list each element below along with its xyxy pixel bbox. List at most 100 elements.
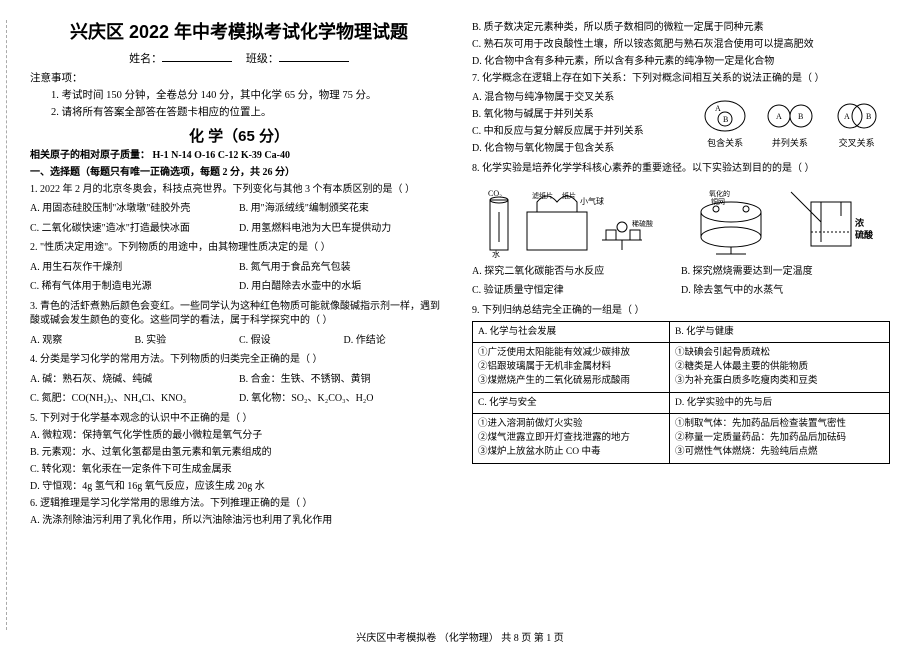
q3-b: B. 实验 [135,334,240,349]
q4-b: B. 合金：生铁、不锈钢、黄铜 [239,373,448,388]
q6-a: A. 洗涤剂除油污利用了乳化作用，所以汽油除油污也利用了乳化作用 [30,514,448,529]
student-info-line: 姓名： 班级： [30,50,448,66]
d3: ③可燃性气体燃烧：先验纯后点燃 [675,445,884,459]
svg-text:A: A [844,112,850,121]
left-column: 兴庆区 2022 年中考模拟考试化学物理试题 姓名： 班级： 注意事项： 1. … [30,18,448,531]
svg-text:小气球: 小气球 [580,196,604,206]
q5-d: D. 守恒观：4g 氢气和 16g 氧气反应，应该生成 20g 水 [30,480,448,495]
b2: ②糖类是人体最主要的供能物质 [675,360,884,374]
cell-b-head: B. 化学与健康 [670,321,890,342]
d2: ②称量一定质量药品：先加药品后加砝码 [675,431,884,445]
venn-parallel: A B 并列关系 [765,98,815,149]
class-blank [279,50,349,62]
name-blank [162,50,232,62]
venn-contain: AB 包含关系 [702,98,748,149]
svg-text:稀硫酸: 稀硫酸 [632,219,653,228]
svg-text:硫酸: 硫酸 [855,229,874,240]
q5-c: C. 转化观：氧化汞在一定条件下可生成金属汞 [30,463,448,478]
page-columns: 兴庆区 2022 年中考模拟考试化学物理试题 姓名： 班级： 注意事项： 1. … [30,18,890,531]
diagram-right: 氧化的 铜网 浓 硫酸 [691,182,881,258]
page-footer: 兴庆区中考模拟卷 （化学物理） 共 8 页 第 1 页 [0,629,920,644]
diagram-left: 水 CO₂ 滤纸片 纸片 小气球 稀硫酸 [482,182,672,258]
binding-line [6,20,7,630]
cell-d-head: D. 化学实验中的先与后 [670,392,890,413]
experiment-diagrams: 水 CO₂ 滤纸片 纸片 小气球 稀硫酸 [472,180,890,258]
q6-d: D. 化合物中含有多种元素，所以含有多种元素的纯净物一定是化合物 [472,55,890,70]
cell-c-head: C. 化学与安全 [473,392,670,413]
q8-d: D. 除去氢气中的水蒸气 [681,284,890,299]
notice-header: 注意事项： [30,70,448,85]
q8-a: A. 探究二氧化碳能否与水反应 [472,265,681,280]
subject-heading: 化 学（65 分） [30,125,448,146]
venn-contain-label: 包含关系 [702,136,748,149]
q8-c: C. 验证质量守恒定律 [472,284,681,299]
svg-text:A: A [715,104,721,113]
venn-parallel-label: 并列关系 [765,136,815,149]
q4-a: A. 碱：熟石灰、烧碱、纯碱 [30,373,239,388]
svg-text:浓: 浓 [855,217,865,228]
svg-text:铜网: 铜网 [711,197,725,206]
q8-b: B. 探究燃烧需要达到一定温度 [681,265,890,280]
cell-a-head: A. 化学与社会发展 [473,321,670,342]
q5: 5. 下列对于化学基本观念的认识中不正确的是（ ） [30,412,448,427]
q9: 9. 下列归纳总结完全正确的一组是（ ） [472,304,890,319]
q6-c: C. 熟石灰可用于改良酸性土壤，所以铵态氮肥与熟石灰混合使用可以提高肥效 [472,38,890,53]
q4: 4. 分类是学习化学的常用方法。下列物质的归类完全正确的是（ ） [30,353,448,368]
cell-c-body: ①进入溶洞前做灯火实验 ②煤气泄露立即开灯查找泄露的地方 ③煤炉上放盆水防止 C… [473,413,670,463]
a3: ③煤燃烧产生的二氧化硫易形成酸雨 [478,374,664,388]
right-column: B. 质子数决定元素种类，所以质子数相同的微粒一定属于同种元素 C. 熟石灰可用… [472,18,890,531]
q2-b: B. 氮气用于食品充气包装 [239,261,448,276]
q1-d: D. 用氢燃料电池为大巴车提供动力 [239,222,448,237]
name-label: 姓名： [129,53,162,65]
q2-a: A. 用生石灰作干燥剂 [30,261,239,276]
c1: ①进入溶洞前做灯火实验 [478,417,664,431]
a2: ②铝跟玻璃属于无机非金属材料 [478,360,664,374]
q3-c: C. 假设 [239,334,344,349]
exam-title: 兴庆区 2022 年中考模拟考试化学物理试题 [30,18,448,44]
c2: ②煤气泄露立即开灯查找泄露的地方 [478,431,664,445]
q7-d: D. 化合物与氧化物属于包含关系 [472,142,688,157]
svg-text:B: B [866,112,871,121]
q4-c: C. 氮肥：CO(NH₂)₂、NH₄Cl、KNO₃ [30,392,239,407]
q6: 6. 逻辑推理是学习化学常用的思维方法。下列推理正确的是（ ） [30,497,448,512]
svg-text:A: A [776,112,782,121]
svg-text:B: B [723,115,728,124]
q2: 2. "性质决定用途"。下列物质的用途中，由其物理性质决定的是（ ） [30,241,448,256]
q5-b: B. 元素观：水、过氧化氢都是由氢元素和氧元素组成的 [30,446,448,461]
svg-text:B: B [798,112,803,121]
svg-text:滤纸片: 滤纸片 [532,191,553,200]
q3-a: A. 观察 [30,334,135,349]
q7-c: C. 中和反应与复分解反应属于并列关系 [472,125,688,140]
q3-d: D. 作结论 [344,334,449,349]
notice-1: 1. 考试时间 150 分钟，全卷总分 140 分，其中化学 65 分，物理 7… [30,87,448,102]
q9-table: A. 化学与社会发展 B. 化学与健康 ①广泛使用太阳能能有效减少碳排放 ②铝跟… [472,321,890,464]
q3: 3. 青色的活虾煮熟后颜色会变红。一些同学认为这种红色物质可能就像酸碱指示剂一样… [30,300,448,329]
venn-cross-label: 交叉关系 [832,136,882,149]
q8: 8. 化学实验是培养化学学科核心素养的重要途径。以下实验达到目的的是（ ） [472,162,890,177]
cell-a-body: ①广泛使用太阳能能有效减少碳排放 ②铝跟玻璃属于无机非金属材料 ③煤燃烧产生的二… [473,342,670,392]
svg-text:水: 水 [492,249,500,258]
svg-text:氧化的: 氧化的 [709,189,730,198]
venn-diagrams: AB 包含关系 AB 并列关系 AB 交叉关系 [694,93,890,156]
venn-cross: A B 交叉关系 [832,98,882,149]
q7: 7. 化学概念在逻辑上存在如下关系：下列对概念间相互关系的说法正确的是（ ） [472,72,890,87]
atomic-masses: 相关原子的相对原子质量： H-1 N-14 O-16 C-12 K-39 Ca-… [30,149,448,164]
q6-b: B. 质子数决定元素种类，所以质子数相同的微粒一定属于同种元素 [472,21,890,36]
q7-a: A. 混合物与纯净物属于交叉关系 [472,91,688,106]
b1: ①缺碘会引起骨质疏松 [675,346,884,360]
class-label: 班级： [246,53,279,65]
q7-b: B. 氧化物与碱属于并列关系 [472,108,688,123]
q4-d: D. 氧化物：SO₂、K₂CO₃、H₂O [239,392,448,407]
cell-d-body: ①制取气体：先加药品后检查装置气密性 ②称量一定质量药品：先加药品后加砝码 ③可… [670,413,890,463]
q1-a: A. 用固态硅胶压制"冰墩墩"硅胶外壳 [30,202,239,217]
cell-b-body: ①缺碘会引起骨质疏松 ②糖类是人体最主要的供能物质 ③为补充蛋白质多吃瘦肉类和豆… [670,342,890,392]
svg-text:CO₂: CO₂ [488,189,502,198]
svg-text:纸片: 纸片 [562,191,576,200]
notice-2: 2. 请将所有答案全部答在答题卡相应的位置上。 [30,104,448,119]
q2-c: C. 稀有气体用于制造电光源 [30,280,239,295]
d1: ①制取气体：先加药品后检查装置气密性 [675,417,884,431]
q1: 1. 2022 年 2 月的北京冬奥会，科技点亮世界。下列变化与其他 3 个有本… [30,183,448,198]
q1-c: C. 二氧化碳快速"造冰"打造最快冰面 [30,222,239,237]
q1-b: B. 用"海派绒线"编制颁奖花束 [239,202,448,217]
b3: ③为补充蛋白质多吃瘦肉类和豆类 [675,374,884,388]
